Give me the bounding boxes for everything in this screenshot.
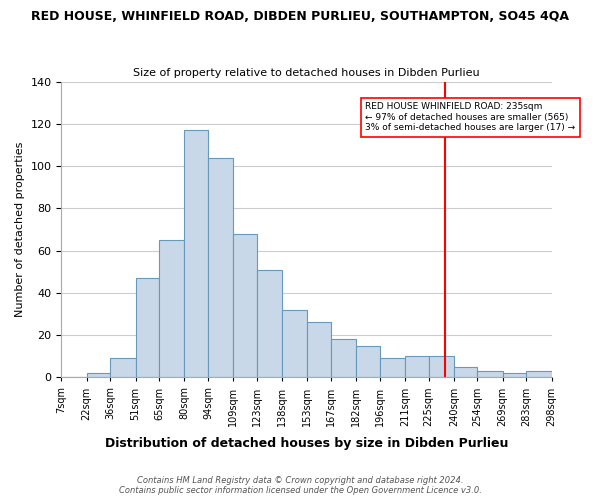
Bar xyxy=(356,346,380,378)
Y-axis label: Number of detached properties: Number of detached properties xyxy=(15,142,25,317)
Bar xyxy=(380,358,405,378)
Text: RED HOUSE WHINFIELD ROAD: 235sqm
← 97% of detached houses are smaller (565)
3% o: RED HOUSE WHINFIELD ROAD: 235sqm ← 97% o… xyxy=(365,102,575,132)
Bar xyxy=(428,356,454,378)
Title: Size of property relative to detached houses in Dibden Purlieu: Size of property relative to detached ho… xyxy=(133,68,480,78)
X-axis label: Distribution of detached houses by size in Dibden Purlieu: Distribution of detached houses by size … xyxy=(105,437,508,450)
Text: RED HOUSE, WHINFIELD ROAD, DIBDEN PURLIEU, SOUTHAMPTON, SO45 4QA: RED HOUSE, WHINFIELD ROAD, DIBDEN PURLIE… xyxy=(31,10,569,23)
Bar xyxy=(331,340,356,378)
Bar xyxy=(159,240,184,378)
Bar xyxy=(86,373,110,378)
Bar xyxy=(257,270,282,378)
Bar xyxy=(110,358,136,378)
Text: Contains HM Land Registry data © Crown copyright and database right 2024.
Contai: Contains HM Land Registry data © Crown c… xyxy=(119,476,481,495)
Bar xyxy=(136,278,159,378)
Bar xyxy=(478,371,503,378)
Bar xyxy=(503,373,526,378)
Bar xyxy=(454,367,478,378)
Bar xyxy=(307,322,331,378)
Bar xyxy=(184,130,208,378)
Bar xyxy=(405,356,428,378)
Bar xyxy=(282,310,307,378)
Bar xyxy=(233,234,257,378)
Bar xyxy=(208,158,233,378)
Bar xyxy=(526,371,551,378)
